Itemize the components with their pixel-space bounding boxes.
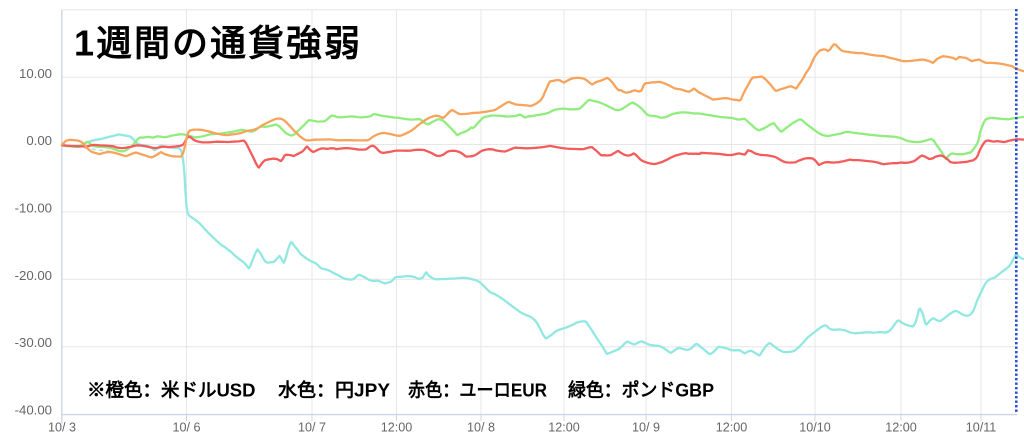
svg-text:赤色：ユーロEUR: 赤色：ユーロEUR: [408, 380, 547, 401]
svg-text:-40.00: -40.00: [15, 403, 52, 418]
svg-text:10/ 9: 10/ 9: [632, 421, 660, 435]
svg-text:10/ 6: 10/ 6: [172, 421, 200, 435]
svg-text:12:00: 12:00: [885, 421, 917, 435]
svg-text:12:00: 12:00: [716, 421, 748, 435]
svg-text:10/10: 10/10: [799, 421, 831, 435]
svg-text:10/ 8: 10/ 8: [467, 421, 495, 435]
svg-text:-10.00: -10.00: [15, 200, 52, 215]
svg-text:12:00: 12:00: [381, 421, 413, 435]
svg-text:12:00: 12:00: [548, 421, 580, 435]
svg-text:10/ 3: 10/ 3: [48, 421, 76, 435]
svg-text:※橙色：米ドルUSD: ※橙色：米ドルUSD: [87, 380, 256, 401]
svg-text:10.00: 10.00: [19, 66, 52, 81]
svg-text:水色：円JPY: 水色：円JPY: [278, 380, 391, 401]
svg-text:緑色：ポンドGBP: 緑色：ポンドGBP: [568, 380, 714, 401]
svg-text:10/ 7: 10/ 7: [298, 421, 326, 435]
svg-text:10/11: 10/11: [966, 421, 997, 435]
svg-text:1週間の通貨強弱: 1週間の通貨強弱: [74, 23, 362, 64]
svg-text:0.00: 0.00: [26, 133, 52, 148]
svg-text:-30.00: -30.00: [15, 335, 52, 350]
svg-text:-20.00: -20.00: [15, 268, 52, 283]
